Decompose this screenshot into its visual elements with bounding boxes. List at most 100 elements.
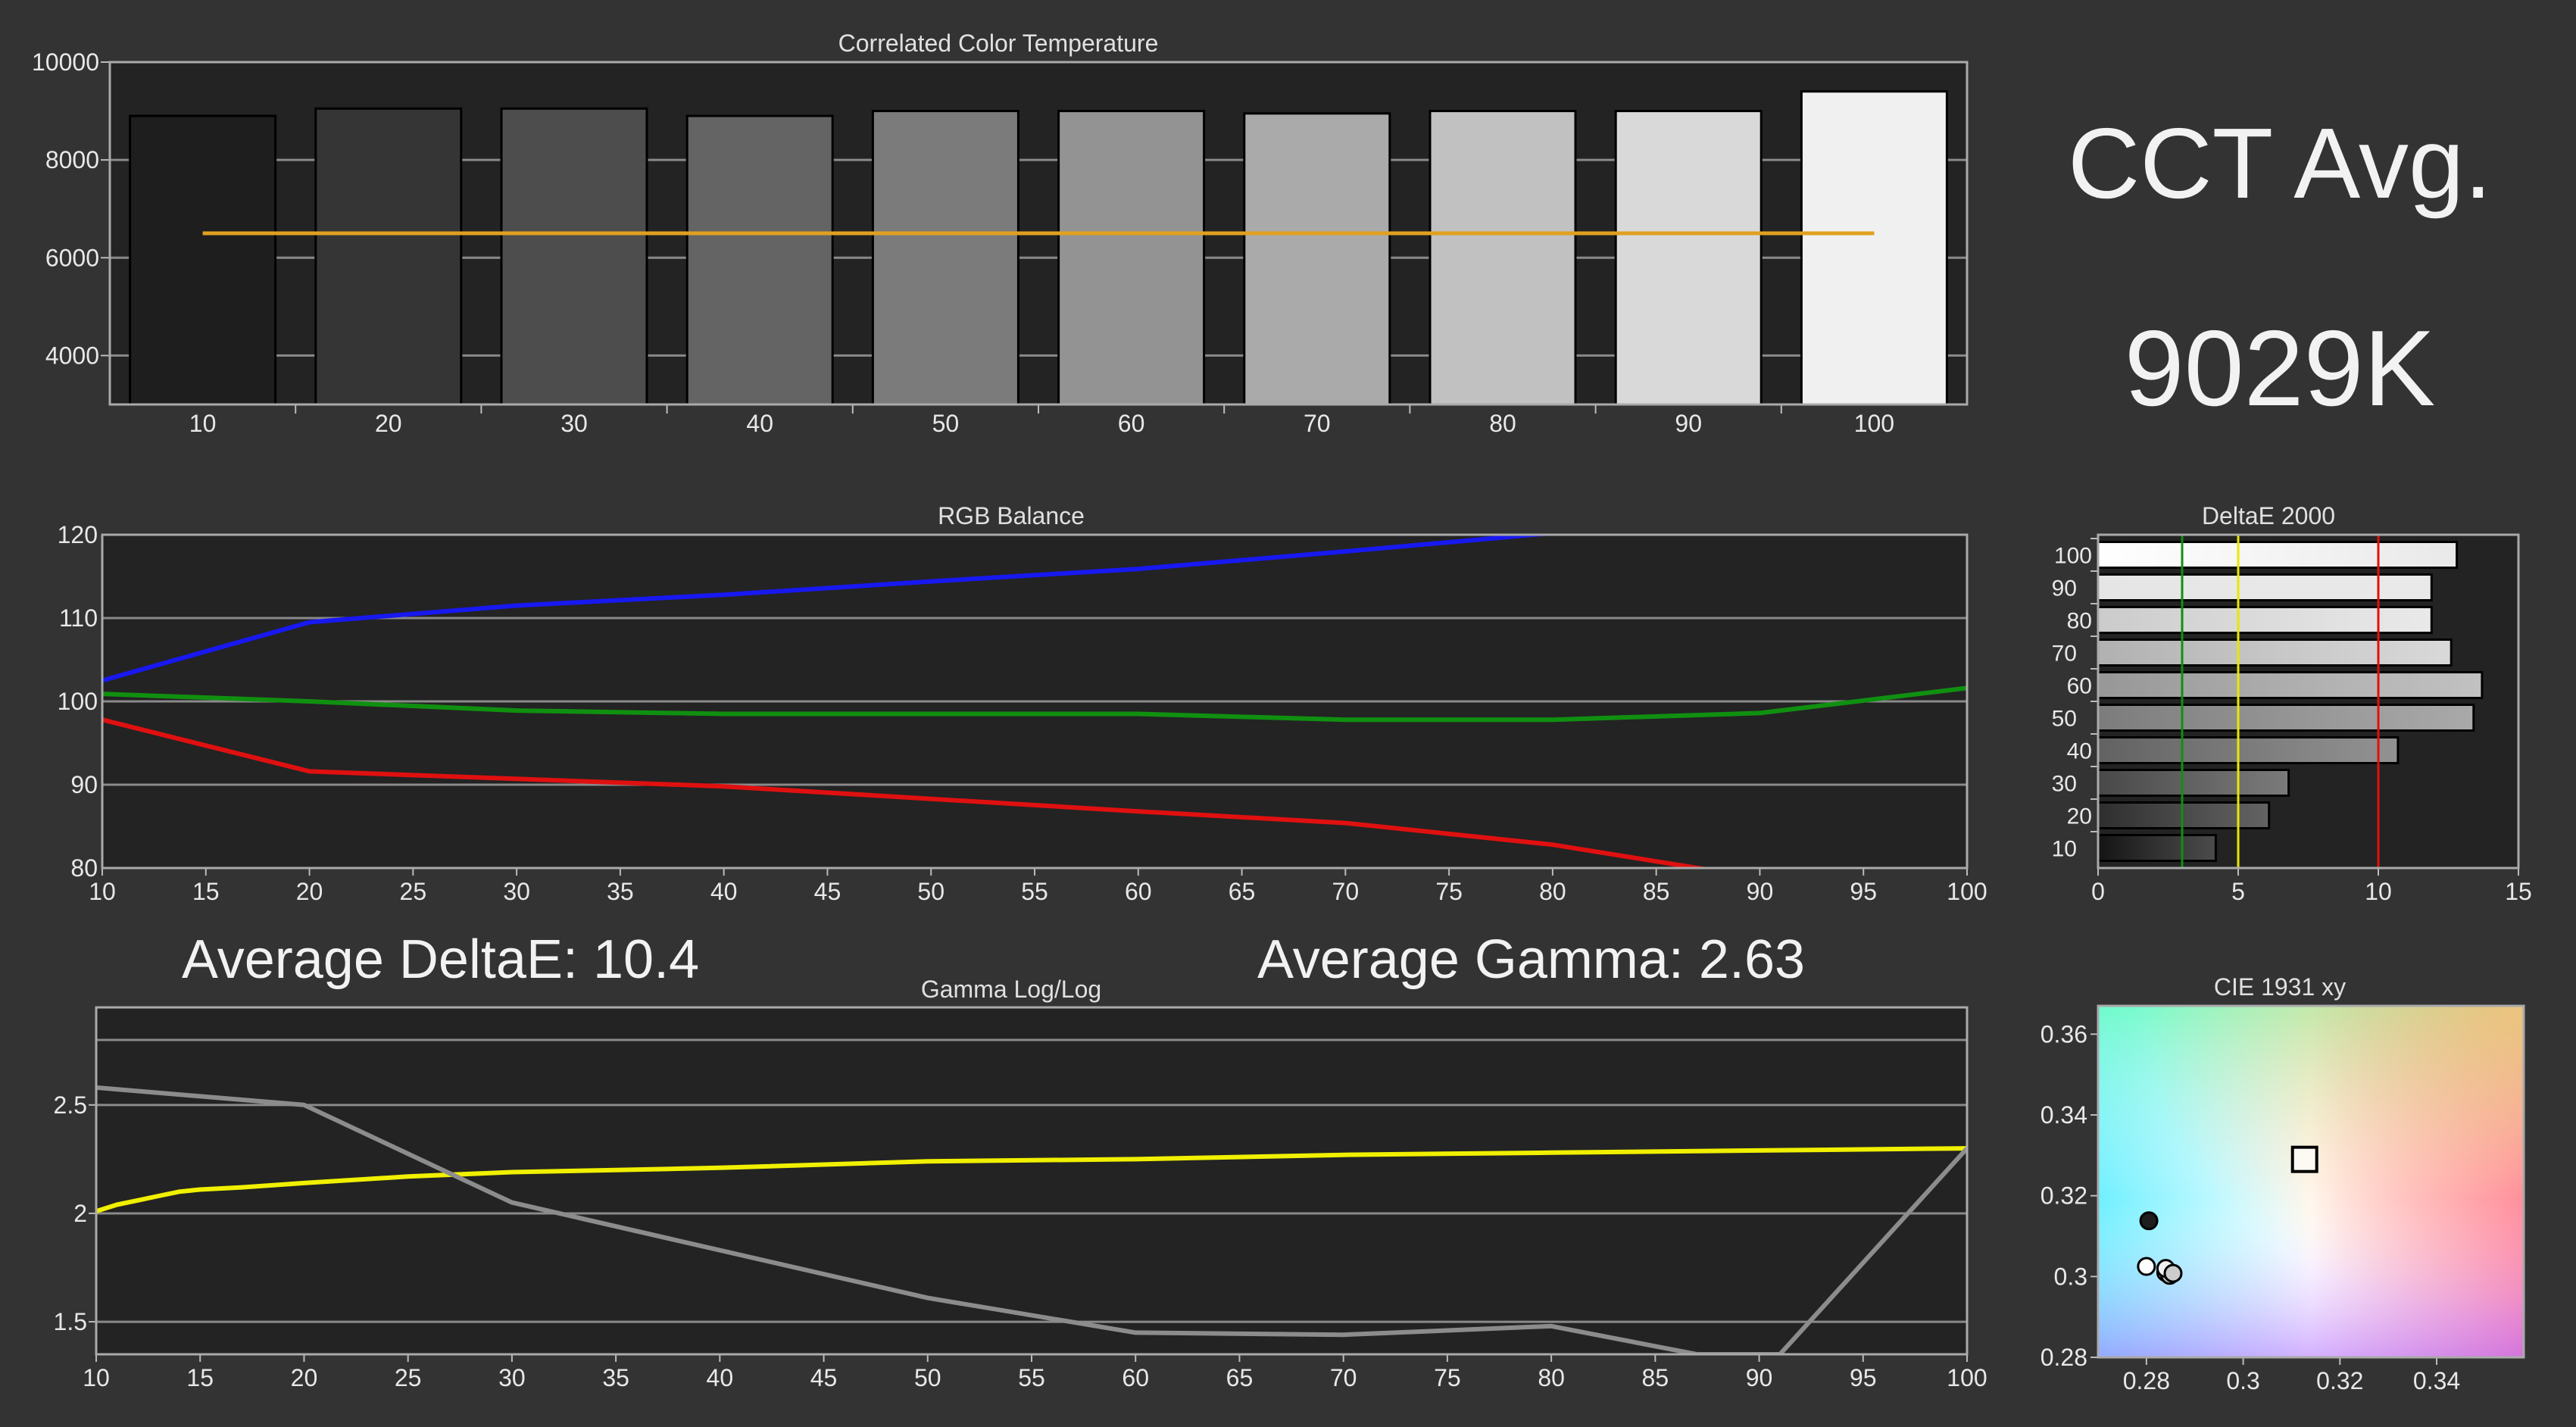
cie-x-tick-label: 0.28	[2123, 1367, 2170, 1394]
deltae-y-tick-label: 50	[2052, 707, 2077, 732]
gamma-plot-area	[96, 1007, 1967, 1354]
gamma-gamma_target-line	[96, 1146, 1967, 1213]
cct-x-tick-label: 40	[746, 410, 773, 437]
rgb-x-tick-label: 60	[1125, 878, 1152, 905]
cct-chart: Correlated Color Temperature 4000 6000 800…	[32, 30, 1969, 437]
cct-bar	[314, 107, 463, 406]
rgb-x-tick-label: 10	[89, 878, 116, 905]
rgb-x-tick-label: 65	[1229, 878, 1256, 905]
cct-y-tick-label: 6000	[45, 244, 99, 271]
rgb-x-tick-label: 40	[710, 878, 738, 905]
deltae-bar	[2097, 834, 2217, 862]
gamma-x-tick-label: 30	[498, 1364, 526, 1391]
cie-chart: CIE 1931 xy 0.28 0.3 0.32 0.34 0.28 0.3 0.32 0.…	[2041, 973, 2525, 1394]
cct-x-tick-label: 100	[1854, 410, 1894, 437]
gamma-x-tick-label: 55	[1018, 1364, 1045, 1391]
deltae-chart: DeltaE 2000 10 20 30 40 50 60 70 80 90 100 0 5 10 15	[2052, 502, 2532, 905]
gamma-chart: Gamma Log/Log 1.5 2 2.5 10 15 20 25 30 35 40 45 50 5…	[54, 976, 1987, 1391]
rgb-x-tick-label: 20	[296, 878, 323, 905]
deltae-x-tick-label: 5	[2231, 878, 2245, 905]
gamma-x-tick-label: 15	[186, 1364, 214, 1391]
gamma-x-tick-label: 90	[1746, 1364, 1773, 1391]
cct-chart-title: Correlated Color Temperature	[838, 30, 1159, 57]
deltae-x-tick-label: 15	[2505, 878, 2532, 905]
cct-x-tick-label: 30	[560, 410, 588, 437]
cct-bar	[129, 114, 277, 406]
rgb-y-tick-label: 100	[58, 688, 98, 715]
gamma-x-tick-label: 75	[1434, 1364, 1461, 1391]
cct-y-tick-label: 4000	[45, 342, 99, 369]
gamma-x-tick-label: 100	[1947, 1364, 1987, 1391]
gamma-x-tick-label: 60	[1122, 1364, 1149, 1391]
rgb-x-tick-label: 95	[1850, 878, 1877, 905]
gamma-x-tick-label: 95	[1850, 1364, 1877, 1391]
gamma-x-tick-label: 10	[83, 1364, 110, 1391]
rgb-x-tick-label: 70	[1332, 878, 1360, 905]
gamma-y-tick-label: 2.5	[54, 1091, 87, 1119]
cct-x-tick-label: 70	[1304, 410, 1331, 437]
cie-x-tick-label: 0.32	[2316, 1367, 2363, 1394]
cie-point	[2139, 1211, 2159, 1231]
gamma-x-tick-label: 25	[395, 1364, 422, 1391]
rgb-x-tick-label: 15	[192, 878, 220, 905]
cie-chart-title: CIE 1931 xy	[2214, 973, 2346, 1001]
deltae-bar	[2097, 736, 2400, 764]
cct-x-tick-label: 20	[375, 410, 402, 437]
deltae-bar	[2097, 801, 2271, 829]
cct-bar	[1614, 110, 1763, 406]
cie-x-tick-label: 0.34	[2413, 1367, 2460, 1394]
cct-bar	[1057, 110, 1206, 406]
rgb-x-tick-label: 45	[814, 878, 841, 905]
rgb-x-tick-label: 100	[1947, 878, 1987, 905]
cct-bar	[1800, 90, 1948, 406]
gamma-x-tick-label: 80	[1538, 1364, 1565, 1391]
gamma-x-tick-label: 85	[1642, 1364, 1669, 1391]
cct-plot-border	[108, 61, 1969, 406]
average-gamma: Average Gamma: 2.63	[1257, 929, 1806, 990]
gamma-chart-title: Gamma Log/Log	[921, 976, 1101, 1003]
cie-x-tick-label: 0.3	[2226, 1367, 2259, 1394]
deltae-y-tick-label: 90	[2052, 576, 2077, 601]
cie-plot-border	[2097, 1004, 2525, 1359]
rgb-x-tick-label: 55	[1021, 878, 1048, 905]
rgb-y-tick-label: 80	[70, 854, 98, 882]
rgb-y-tick-label: 120	[58, 521, 98, 548]
cie-y-tick-label: 0.34	[2041, 1101, 2087, 1129]
deltae-x-tick-label: 10	[2365, 878, 2392, 905]
gamma-x-tick-label: 20	[291, 1364, 318, 1391]
rgb-red-line	[102, 717, 1713, 868]
deltae-y-tick-label: 10	[2052, 837, 2077, 862]
deltae-chart-title: DeltaE 2000	[2202, 502, 2335, 529]
rgb-y-tick-label: 110	[59, 604, 98, 632]
cie-gradient-corner	[2098, 1006, 2524, 1357]
rgb-blue-line	[102, 535, 1565, 683]
deltae-y-tick-label: 30	[2052, 772, 2077, 797]
deltae-y-tick-label: 20	[2067, 804, 2092, 829]
deltae-bar	[2097, 541, 2459, 569]
cct-avg-label: CCT Avg.	[2067, 108, 2493, 219]
deltae-bar	[2097, 606, 2433, 634]
cct-y-tick-label: 10000	[32, 48, 99, 76]
deltae-y-tick-label: 100	[2054, 544, 2092, 569]
cct-avg-value: 9029K	[2124, 308, 2436, 429]
rgb-x-tick-label: 25	[400, 878, 427, 905]
deltae-bar	[2097, 639, 2453, 667]
rgb-x-tick-label: 50	[917, 878, 945, 905]
gamma-x-tick-label: 40	[707, 1364, 734, 1391]
deltae-bar	[2097, 573, 2433, 601]
cct-x-tick-label: 90	[1675, 410, 1702, 437]
rgb-x-tick-label: 90	[1747, 878, 1774, 905]
cie-target-square	[2290, 1145, 2318, 1173]
gamma-x-tick-label: 70	[1330, 1364, 1357, 1391]
cct-bar	[1243, 112, 1391, 406]
deltae-bar	[2097, 671, 2484, 699]
gamma-x-tick-label: 45	[810, 1364, 838, 1391]
deltae-y-tick-label: 70	[2052, 642, 2077, 667]
cct-y-tick-label: 8000	[45, 146, 99, 173]
deltae-bar	[2097, 769, 2290, 797]
cie-y-tick-label: 0.36	[2041, 1020, 2087, 1048]
rgb-chart-title: RGB Balance	[938, 502, 1085, 529]
rgb-x-tick-label: 35	[607, 878, 634, 905]
gamma-x-tick-label: 35	[602, 1364, 629, 1391]
